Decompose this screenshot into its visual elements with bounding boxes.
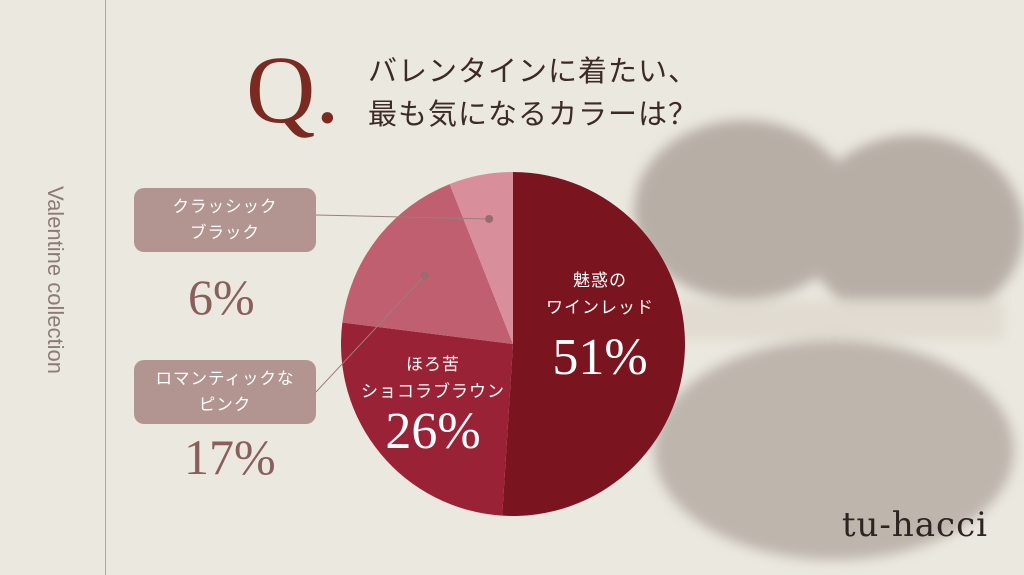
pie-slice-3 — [449, 172, 513, 344]
slice-label-brown: ほろ苦 ショコラブラウン 26% — [358, 352, 508, 458]
wine-value: 51% — [552, 329, 648, 386]
pie-slice-1 — [341, 322, 513, 516]
pie-slice-2 — [342, 184, 513, 344]
wine-line-1: 魅惑の — [573, 271, 627, 291]
brown-line-2: ショコラブラウン — [361, 382, 505, 402]
callout-black-line-2: ブラック — [190, 223, 260, 242]
callout-value-pink: 17% — [184, 429, 276, 485]
callout-line-black — [315, 214, 490, 220]
title-line-2: 最も気になるカラーは？ — [368, 97, 699, 131]
callout-pink-line-2: ピンク — [198, 395, 252, 414]
callout-dot-black — [485, 214, 494, 223]
callout-line-pink — [315, 275, 426, 393]
callout-label-black: クラッシック ブラック — [134, 188, 316, 252]
brown-line-1: ほろ苦 — [406, 355, 460, 375]
slice-label-wine: 魅惑の ワインレッド 51% — [535, 268, 665, 384]
question-mark: Q. — [246, 36, 340, 143]
page-title: バレンタインに着たい、 最も気になるカラーは？ — [368, 50, 698, 136]
callout-black-line-1: クラッシック — [172, 197, 278, 216]
divider-line — [105, 0, 106, 575]
title-line-1: バレンタインに着たい、 — [368, 54, 699, 88]
pie-slice-0 — [502, 172, 686, 517]
wine-line-2: ワインレッド — [546, 298, 654, 318]
brand-logo: tu-hacci — [841, 505, 988, 545]
lingerie-background-image — [634, 120, 1024, 560]
brown-value: 26% — [385, 403, 481, 460]
callout-label-pink: ロマンティックな ピンク — [134, 360, 316, 424]
callout-dot-pink — [420, 271, 429, 280]
callout-value-black: 6% — [188, 269, 255, 325]
callout-pink-line-1: ロマンティックな — [155, 369, 295, 388]
